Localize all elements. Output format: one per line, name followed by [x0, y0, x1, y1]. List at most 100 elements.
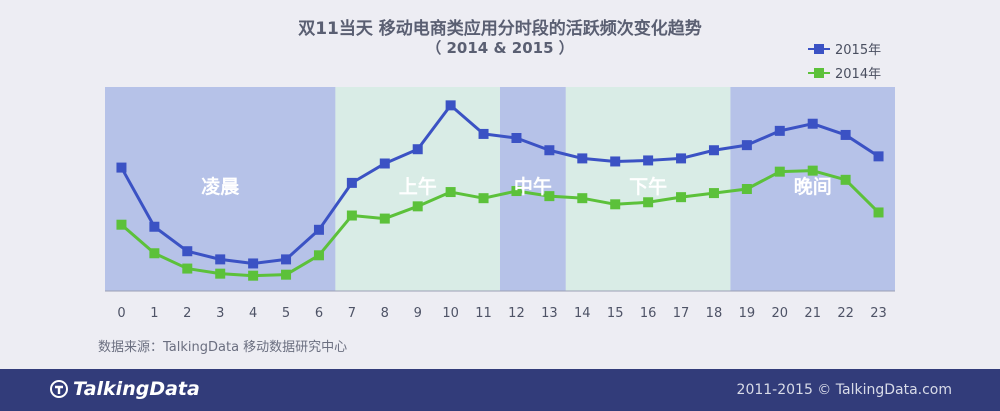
talkingdata-logo: TalkingData: [50, 378, 200, 400]
band-1: [335, 87, 500, 291]
series-line-2014年: [120, 169, 880, 278]
x-tick-label-1: 1: [150, 306, 158, 321]
point-2014年-4: [248, 270, 259, 281]
point-2014年-19: [741, 184, 752, 194]
band-label-4: 晚间: [794, 175, 832, 198]
point-2015年-21: [807, 118, 818, 129]
x-tick-label-22: 22: [837, 306, 854, 321]
point-2015年-4: [248, 258, 259, 269]
legend-swatch-2014: [808, 67, 830, 78]
x-tick-label-18: 18: [706, 306, 723, 321]
point-2015年-23: [873, 151, 884, 162]
x-tick-label-10: 10: [442, 306, 459, 321]
point-2015年-2: [182, 246, 193, 257]
x-tick-label-20: 20: [772, 306, 789, 321]
point-2014年-12: [511, 186, 522, 197]
chart-title: 双11当天 移动电商类应用分时段的活跃频次变化趋势: [298, 19, 702, 39]
point-2014年-11: [478, 193, 489, 204]
point-2014年-2: [182, 263, 193, 274]
band-label-2: 中午: [514, 175, 552, 198]
point-2014年-13: [544, 191, 555, 202]
point-2014年-8: [379, 213, 390, 224]
point-2014年-7: [346, 210, 357, 221]
x-axis: 0 1 2 3 4 5 6 7 8 9 10 11 12 13 14 15 16 17 18 19 20 21 22 23: [105, 290, 895, 321]
band-3: [565, 87, 731, 291]
point-2015年-8: [379, 158, 390, 169]
x-tick-label-8: 8: [381, 306, 389, 321]
point-2015年-19: [741, 140, 752, 151]
x-tick-label-21: 21: [804, 306, 821, 321]
point-2015年-3: [215, 254, 226, 265]
point-2014年-6: [313, 250, 324, 261]
point-2015年-22: [840, 129, 851, 140]
point-2015年-14: [577, 153, 588, 164]
legend-swatch-2015: [808, 43, 830, 54]
point-2015年-12: [511, 133, 522, 143]
x-tick-label-11: 11: [475, 306, 492, 321]
point-2014年-1: [149, 248, 160, 259]
x-tick-label-23: 23: [870, 306, 887, 321]
chart-subtitle: （ 2014 & 2015 ）: [426, 39, 574, 57]
point-2015年-6: [313, 224, 324, 235]
point-2015年-11: [478, 128, 489, 139]
point-2015年-10: [445, 100, 456, 111]
series-layer: [116, 100, 884, 281]
point-2015年-16: [643, 155, 654, 166]
legend-item-2014: 2014年: [808, 63, 881, 82]
point-2014年-0: [116, 219, 127, 230]
point-2015年-0: [116, 162, 127, 173]
series-line-2015年: [120, 103, 880, 265]
time-period-bands: [105, 87, 895, 291]
footer-bar: TalkingData 2011-2015 © TalkingData.com: [0, 369, 1000, 411]
band-label-0: 凌晨: [201, 175, 240, 198]
x-tick-label-14: 14: [574, 306, 591, 321]
x-tick-label-16: 16: [640, 306, 657, 321]
x-tick-label-13: 13: [541, 306, 558, 321]
point-2015年-13: [544, 145, 555, 156]
logo-text: TalkingData: [73, 378, 200, 400]
point-2014年-5: [281, 269, 292, 280]
x-tick-label-0: 0: [117, 306, 125, 321]
point-2015年-15: [610, 156, 621, 167]
point-2015年-7: [346, 177, 357, 188]
x-tick-label-19: 19: [739, 306, 756, 321]
legend-item-2015: 2015年: [808, 39, 881, 58]
point-2014年-22: [840, 174, 851, 185]
point-2014年-18: [708, 188, 719, 199]
point-2015年-5: [281, 254, 292, 265]
point-2015年-1: [149, 221, 160, 232]
point-2015年-17: [676, 153, 687, 164]
point-2015年-18: [708, 145, 719, 156]
data-source-note: 数据来源：TalkingData 移动数据研究中心: [98, 340, 348, 355]
point-2015年-9: [412, 144, 423, 155]
x-tick-label-5: 5: [282, 306, 290, 321]
legend-label-2014: 2014年: [835, 67, 882, 82]
logo-mark-icon: [50, 380, 68, 398]
point-2014年-15: [610, 199, 621, 210]
x-tick-label-3: 3: [216, 306, 224, 321]
point-2014年-17: [676, 192, 687, 203]
x-tick-label-2: 2: [183, 306, 191, 321]
copyright-text: 2011-2015 © TalkingData.com: [736, 382, 952, 398]
point-2014年-16: [643, 197, 654, 208]
point-2014年-14: [577, 193, 588, 204]
point-2014年-3: [215, 268, 226, 279]
point-2014年-9: [412, 201, 423, 212]
x-tick-label-15: 15: [607, 306, 624, 321]
legend-label-2015: 2015年: [835, 43, 882, 58]
band-2: [500, 87, 566, 291]
point-2015年-20: [774, 125, 785, 136]
x-tick-label-6: 6: [315, 306, 323, 321]
time-period-labels: 凌晨 上午 中午 下午 晚间: [201, 175, 832, 198]
band-label-3: 下午: [629, 175, 667, 198]
point-2014年-21: [807, 165, 818, 176]
x-tick-label-17: 17: [673, 306, 690, 321]
point-2014年-10: [445, 187, 456, 198]
x-tick-label-4: 4: [249, 306, 257, 321]
x-tick-label-7: 7: [348, 306, 356, 321]
x-tick-label-9: 9: [414, 306, 422, 321]
point-2014年-20: [774, 166, 785, 177]
x-tick-label-12: 12: [508, 306, 525, 321]
band-label-1: 上午: [399, 175, 437, 198]
